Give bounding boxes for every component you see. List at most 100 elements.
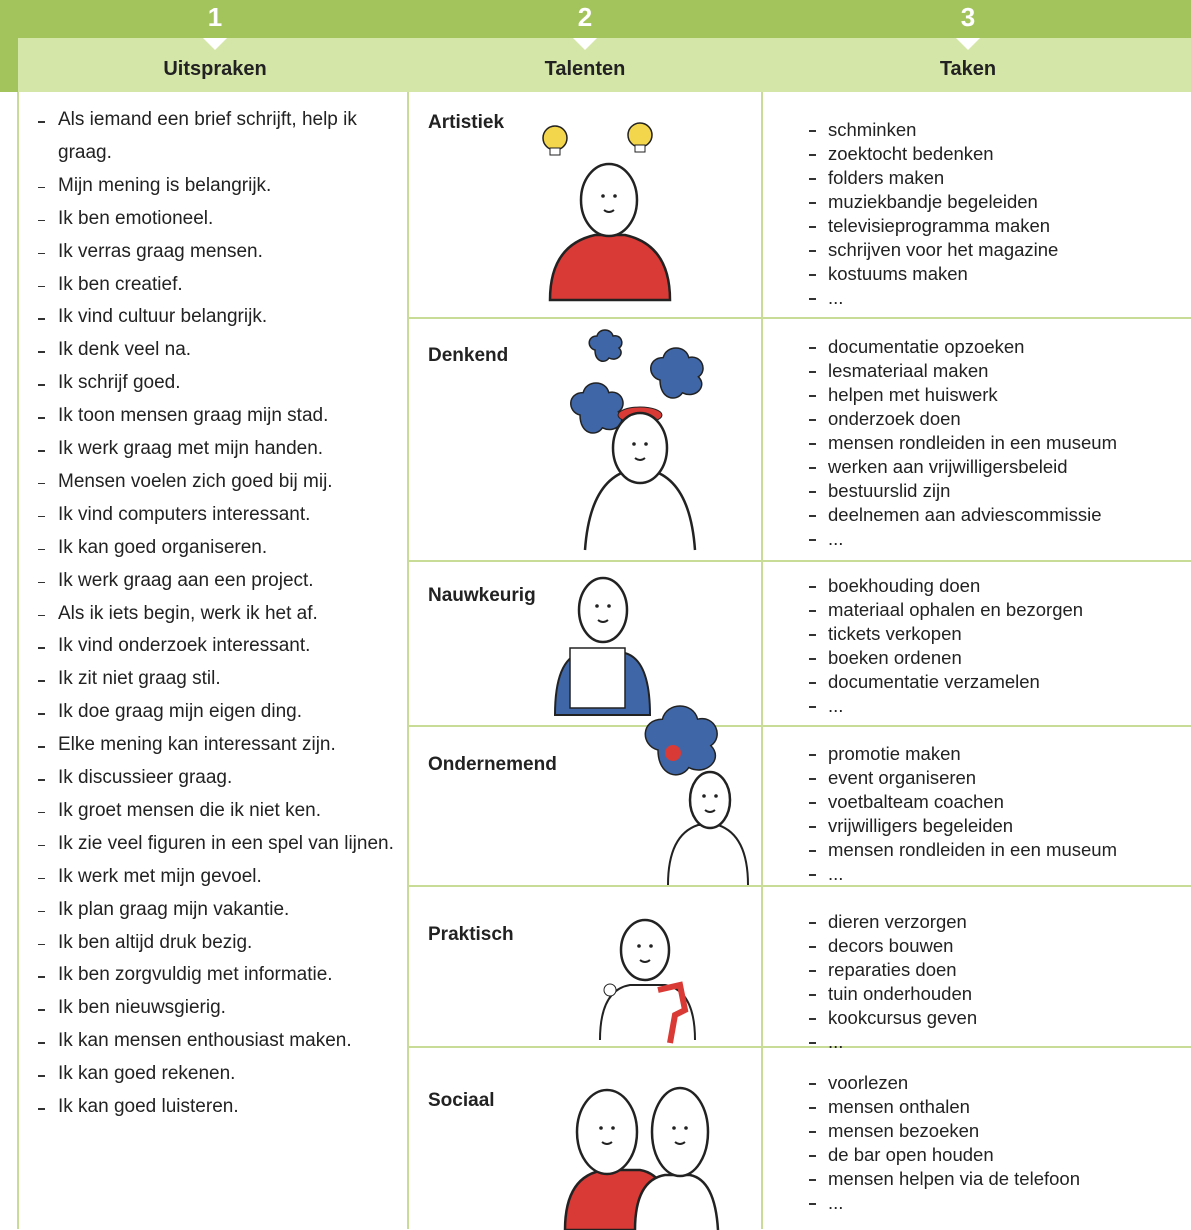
statement: Ik plan graag mijn vakantie. xyxy=(58,898,290,920)
bullet-dash xyxy=(809,1155,816,1157)
bullet-dash xyxy=(809,826,816,828)
bullet-dash xyxy=(809,274,816,276)
statement: Als iemand een brief schrijft, help ik g… xyxy=(58,109,357,163)
bullet-dash xyxy=(38,1042,45,1044)
bullet-dash xyxy=(38,252,45,255)
statement: Mijn mening is belangrijk. xyxy=(58,174,272,196)
task: schrijven voor het magazine xyxy=(828,239,1059,260)
statement: Ik kan goed rekenen. xyxy=(58,1063,236,1085)
bullet-dash xyxy=(809,970,816,972)
bullet-dash xyxy=(38,877,45,880)
bullet-dash xyxy=(809,1018,816,1020)
task: schminken xyxy=(828,119,917,140)
header-edge xyxy=(0,38,18,92)
task: onderzoek doen xyxy=(828,408,961,429)
task: vrijwilligers begeleiden xyxy=(828,815,1014,836)
task: mensen onthalen xyxy=(828,1096,970,1117)
bullet-dash xyxy=(38,384,45,386)
statement: Ik ben creatief. xyxy=(58,273,183,295)
task: documentatie opzoeken xyxy=(828,336,1025,357)
task: ... xyxy=(828,863,844,884)
statement: Ik werk met mijn gevoel. xyxy=(58,865,262,887)
bullet-dash xyxy=(38,976,45,978)
bullet-dash xyxy=(809,467,816,469)
bullet-dash xyxy=(809,419,816,421)
number-arrow xyxy=(573,38,597,50)
column-divider xyxy=(761,92,763,1229)
task: materiaal ophalen en bezorgen xyxy=(828,599,1084,620)
bullet-dash xyxy=(38,548,45,551)
statement: Ik denk veel na. xyxy=(58,339,192,361)
bullet-dash xyxy=(809,395,816,397)
row-divider xyxy=(408,560,1191,562)
bullet-dash xyxy=(809,778,816,780)
bullet-dash xyxy=(38,943,45,945)
bullet-dash xyxy=(38,351,45,353)
task: folders maken xyxy=(828,167,945,188)
statement: Ik werk graag met mijn handen. xyxy=(58,438,324,459)
task: mensen bezoeken xyxy=(828,1120,980,1141)
task: reparaties doen xyxy=(828,959,957,980)
illustration xyxy=(542,122,672,302)
statement: Ik ben emotioneel. xyxy=(58,207,214,229)
bullet-dash xyxy=(809,754,816,756)
illustration xyxy=(570,329,704,551)
column-title: Uitspraken xyxy=(163,58,267,80)
column-title: Talenten xyxy=(544,58,626,80)
column-title: Taken xyxy=(939,58,997,80)
task: event organiseren xyxy=(828,767,977,788)
bullet-dash xyxy=(809,347,816,349)
bullet-dash xyxy=(809,1042,816,1044)
task: muziekbandje begeleiden xyxy=(828,191,1038,212)
talent-name: Sociaal xyxy=(428,1090,495,1111)
task: mensen rondleiden in een museum xyxy=(828,839,1117,860)
bullet-dash xyxy=(809,1131,816,1133)
task: kostuums maken xyxy=(828,263,968,284)
bullet-dash xyxy=(38,614,45,616)
statement: Ik verras graag mensen. xyxy=(58,240,263,262)
bullet-dash xyxy=(809,1179,816,1181)
statement: Ik groet mensen die ik niet ken. xyxy=(58,799,321,821)
task: dieren verzorgen xyxy=(828,911,967,932)
row-divider xyxy=(408,1046,1191,1048)
statement: Ik vind cultuur belangrijk. xyxy=(58,306,268,328)
task: zoektocht bedenken xyxy=(828,143,994,164)
statement: Ik kan goed luisteren. xyxy=(58,1096,239,1117)
statement: Ik vind computers interessant. xyxy=(58,503,311,525)
task: bestuurslid zijn xyxy=(828,480,951,501)
task: helpen met huiswerk xyxy=(828,384,998,405)
bullet-dash xyxy=(809,130,816,132)
task: boeken ordenen xyxy=(828,647,962,668)
column-number: 2 xyxy=(577,2,593,32)
statement: Ik zie veel figuren in een spel van lijn… xyxy=(58,832,394,854)
bullet-dash xyxy=(809,1203,816,1205)
task: voetbalteam coachen xyxy=(828,791,1004,812)
bullet-dash xyxy=(38,186,45,189)
task: werken aan vrijwilligersbeleid xyxy=(828,456,1068,477)
task: ... xyxy=(828,528,844,549)
bullet-dash xyxy=(38,1075,45,1077)
task: de bar open houden xyxy=(828,1144,994,1165)
number-arrow xyxy=(203,38,227,50)
bullet-dash xyxy=(809,202,816,204)
number-arrow xyxy=(956,38,980,50)
bullet-dash xyxy=(38,285,45,287)
statement: Ik discussieer graag. xyxy=(58,767,233,788)
bullet-dash xyxy=(38,779,45,781)
statement: Ik kan mensen enthousiast maken. xyxy=(58,1030,352,1052)
statement: Ik vind onderzoek interessant. xyxy=(58,635,311,657)
bullet-dash xyxy=(809,994,816,996)
bullet-dash xyxy=(38,811,45,814)
bullet-dash xyxy=(38,746,45,748)
statement: Ik toon mensen graag mijn stad. xyxy=(58,405,329,427)
bullet-dash xyxy=(38,647,45,649)
bullet-dash xyxy=(809,539,816,541)
statement: Ik ben altijd druk bezig. xyxy=(58,931,253,953)
task: decors bouwen xyxy=(828,935,954,956)
statement: Ik ben zorgvuldig met informatie. xyxy=(58,964,333,986)
task: deelnemen aan adviescommissie xyxy=(828,504,1102,525)
bullet-dash xyxy=(38,417,45,419)
illustration xyxy=(644,705,749,886)
bullet-dash xyxy=(809,226,816,228)
